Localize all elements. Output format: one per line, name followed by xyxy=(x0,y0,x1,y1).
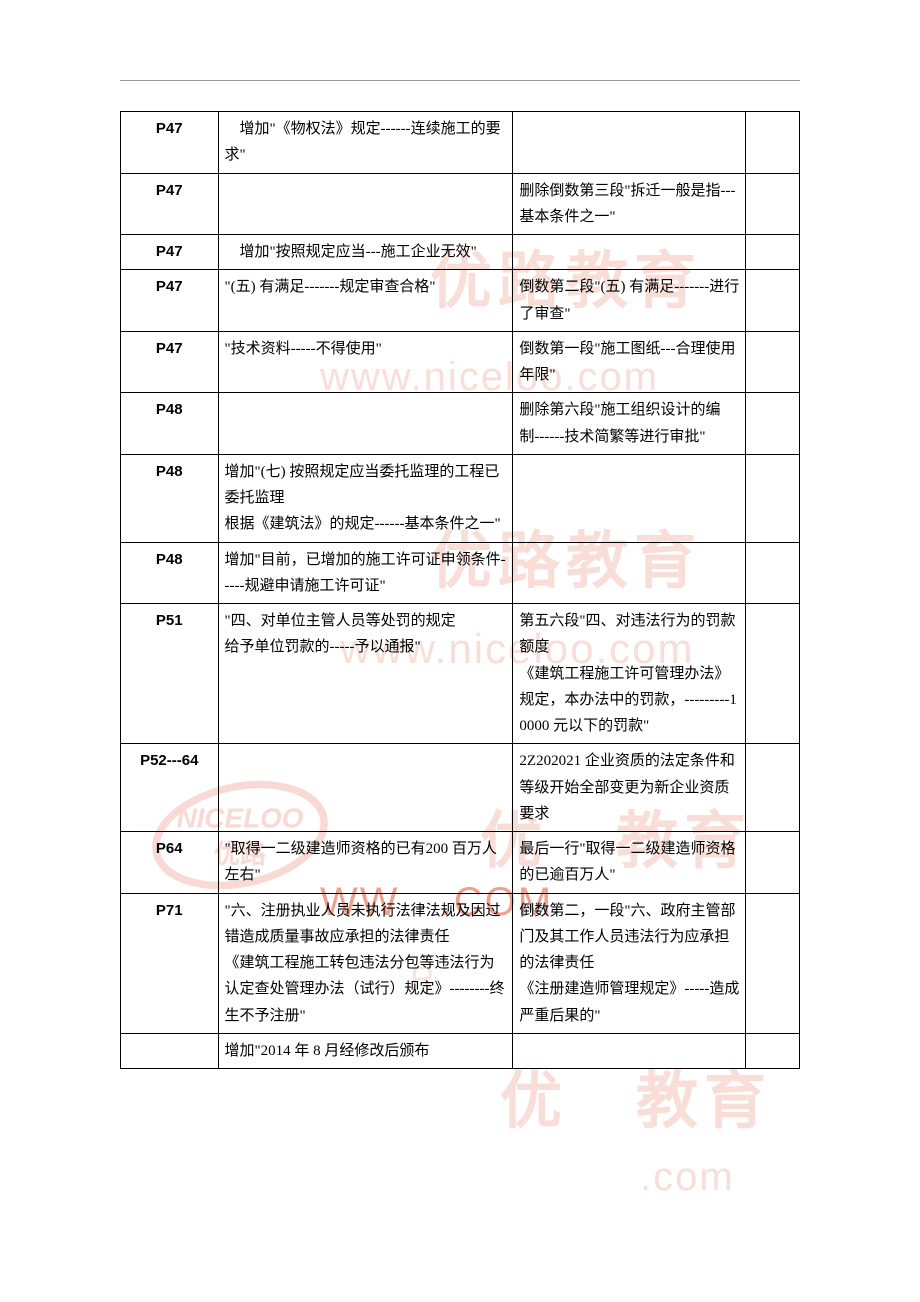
deletion-cell: 删除倒数第三段"拆迁一般是指---基本条件之一" xyxy=(513,173,746,235)
note-cell xyxy=(746,744,800,832)
note-cell xyxy=(746,331,800,393)
note-cell xyxy=(746,542,800,604)
page-ref-cell xyxy=(121,1033,219,1068)
addition-cell xyxy=(218,744,513,832)
table-row: P52---64 2Z202021 企业资质的法定条件和等级开始全部变更为新企业资… xyxy=(121,744,800,832)
watermark-dotcom: .com xyxy=(640,1155,735,1200)
deletion-cell: 倒数第二段"(五) 有满足-------进行了审查" xyxy=(513,270,746,332)
page-ref-cell: P64 xyxy=(121,832,219,894)
note-cell xyxy=(746,173,800,235)
note-cell xyxy=(746,604,800,744)
table-row: P47 删除倒数第三段"拆迁一般是指---基本条件之一" xyxy=(121,173,800,235)
deletion-cell xyxy=(513,542,746,604)
note-cell xyxy=(746,893,800,1033)
page-ref-cell: P51 xyxy=(121,604,219,744)
addition-cell: "四、对单位主管人员等处罚的规定给予单位罚款的-----予以通报" xyxy=(218,604,513,744)
header-rule xyxy=(120,80,800,81)
table-row: P47"(五) 有满足-------规定审查合格"倒数第二段"(五) 有满足--… xyxy=(121,270,800,332)
note-cell xyxy=(746,1033,800,1068)
note-cell xyxy=(746,235,800,270)
table-row: P64"取得一二级建造师资格的已有200 百万人左右"最后一行"取得一二级建造师… xyxy=(121,832,800,894)
page-ref-cell: P47 xyxy=(121,173,219,235)
addition-cell xyxy=(218,173,513,235)
addition-cell: "技术资料-----不得使用" xyxy=(218,331,513,393)
page-ref-cell: P47 xyxy=(121,112,219,174)
table-row: P47 增加"按照规定应当---施工企业无效" xyxy=(121,235,800,270)
page-ref-cell: P48 xyxy=(121,542,219,604)
page-ref-cell: P52---64 xyxy=(121,744,219,832)
deletion-cell: 倒数第一段"施工图纸---合理使用年限" xyxy=(513,331,746,393)
page-ref-cell: P47 xyxy=(121,270,219,332)
deletion-cell: 2Z202021 企业资质的法定条件和等级开始全部变更为新企业资质要求 xyxy=(513,744,746,832)
note-cell xyxy=(746,454,800,542)
table-row: P48 删除第六段"施工组织设计的编制------技术简繁等进行审批" xyxy=(121,393,800,455)
addition-cell: 增加"按照规定应当---施工企业无效" xyxy=(218,235,513,270)
note-cell xyxy=(746,112,800,174)
addition-cell: "(五) 有满足-------规定审查合格" xyxy=(218,270,513,332)
page-ref-cell: P47 xyxy=(121,331,219,393)
deletion-cell: 第五六段"四、对违法行为的罚款额度《建筑工程施工许可管理办法》规定，本办法中的罚… xyxy=(513,604,746,744)
table-row: 增加"2014 年 8 月经修改后颁布 xyxy=(121,1033,800,1068)
addition-cell: 增加"(七) 按照规定应当委托监理的工程已委托监理根据《建筑法》的规定-----… xyxy=(218,454,513,542)
page-ref-cell: P71 xyxy=(121,893,219,1033)
deletion-cell xyxy=(513,112,746,174)
deletion-cell: 删除第六段"施工组织设计的编制------技术简繁等进行审批" xyxy=(513,393,746,455)
table-row: P47"技术资料-----不得使用"倒数第一段"施工图纸---合理使用年限" xyxy=(121,331,800,393)
deletion-cell: 最后一行"取得一二级建造师资格的已逾百万人" xyxy=(513,832,746,894)
addition-cell: "六、注册执业人员未执行法律法规及因过错造成质量事故应承担的法律责任《建筑工程施… xyxy=(218,893,513,1033)
table-row: P48增加"(七) 按照规定应当委托监理的工程已委托监理根据《建筑法》的规定--… xyxy=(121,454,800,542)
addition-cell: 增加"目前，已增加的施工许可证申领条件-----规避申请施工许可证" xyxy=(218,542,513,604)
page-ref-cell: P47 xyxy=(121,235,219,270)
table-row: P71"六、注册执业人员未执行法律法规及因过错造成质量事故应承担的法律责任《建筑… xyxy=(121,893,800,1033)
changes-table: P47 增加"《物权法》规定------连续施工的要求"P47删除倒数第三段"拆… xyxy=(120,111,800,1069)
note-cell xyxy=(746,393,800,455)
table-row: P51"四、对单位主管人员等处罚的规定给予单位罚款的-----予以通报"第五六段… xyxy=(121,604,800,744)
deletion-cell xyxy=(513,454,746,542)
deletion-cell xyxy=(513,1033,746,1068)
addition-cell: "取得一二级建造师资格的已有200 百万人左右" xyxy=(218,832,513,894)
page-ref-cell: P48 xyxy=(121,393,219,455)
addition-cell xyxy=(218,393,513,455)
deletion-cell xyxy=(513,235,746,270)
note-cell xyxy=(746,832,800,894)
addition-cell: 增加"《物权法》规定------连续施工的要求" xyxy=(218,112,513,174)
table-row: P47 增加"《物权法》规定------连续施工的要求" xyxy=(121,112,800,174)
page-ref-cell: P48 xyxy=(121,454,219,542)
addition-cell: 增加"2014 年 8 月经修改后颁布 xyxy=(218,1033,513,1068)
table-row: P48增加"目前，已增加的施工许可证申领条件-----规避申请施工许可证" xyxy=(121,542,800,604)
deletion-cell: 倒数第二，一段"六、政府主管部门及其工作人员违法行为应承担的法律责任《注册建造师… xyxy=(513,893,746,1033)
note-cell xyxy=(746,270,800,332)
